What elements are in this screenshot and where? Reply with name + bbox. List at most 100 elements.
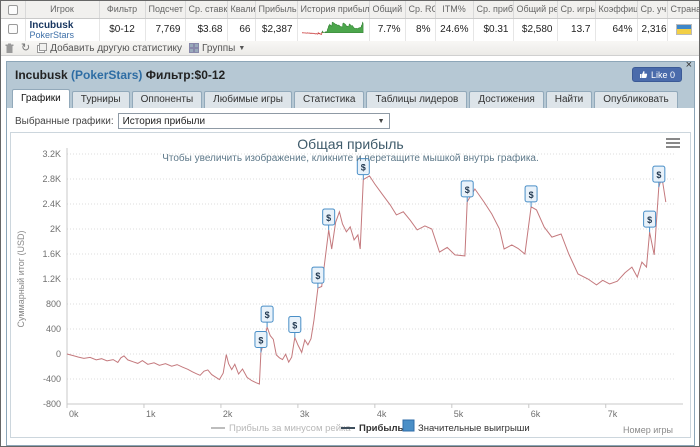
cell-itm: 24.6% (435, 18, 474, 41)
y-tick-label: 0 (56, 349, 61, 359)
player-name[interactable]: Incubusk (29, 19, 74, 31)
cell-avg-roi: 8% (405, 18, 436, 41)
col-coefficient[interactable]: Коэффициен (595, 1, 638, 19)
x-tick-label: 6k (531, 409, 541, 419)
panel-header: Incubusk (PokerStars) Фильтр:$0-12 Like … (7, 59, 694, 88)
y-tick-label: 2K (50, 224, 61, 234)
profit-history-sparkline (301, 21, 363, 35)
x-tick-label: 3k (300, 409, 310, 419)
col-count[interactable]: Подсчет (145, 1, 186, 19)
graph-select[interactable]: История прибыли ▼ (117, 113, 390, 129)
tab-statistics[interactable]: Статистика (293, 91, 365, 108)
select-all-checkbox[interactable] (7, 4, 18, 15)
x-tick-label: 7k (608, 409, 618, 419)
y-tick-label: -800 (43, 399, 61, 409)
col-total-roi[interactable]: Общий RO (369, 1, 406, 19)
cell-coefficient: 64% (595, 18, 638, 41)
chart-subtitle: Чтобы увеличить изображение, кликните и … (162, 153, 539, 164)
x-tick-label: 4k (377, 409, 387, 419)
row-checkbox[interactable] (7, 24, 18, 35)
col-profit-history[interactable]: История прибыл (297, 1, 370, 19)
cell-qualif: 66 (227, 18, 256, 41)
col-avg-profit[interactable]: Ср. прибы (473, 1, 514, 19)
table-header-row: Игрок Фильтр Подсчет Ср. ставка Квалиф П… (1, 1, 699, 19)
legend-item-profit[interactable]: Прибыль (341, 423, 403, 434)
significant-win-marker: $ (254, 330, 268, 353)
col-player[interactable]: Игрок (25, 1, 100, 19)
svg-text:$: $ (292, 320, 297, 330)
panel-title-site-link[interactable]: (PokerStars) (71, 68, 143, 82)
y-tick-label: -400 (43, 374, 61, 384)
cell-avg-games: 13.7 (557, 18, 596, 41)
y-tick-label: 2.4K (42, 199, 61, 209)
cell-profit: $2,387 (255, 18, 298, 41)
legend-item-significant-wins[interactable]: Значительные выигрыши (402, 419, 530, 434)
y-tick-label: 3.2K (42, 149, 61, 159)
graph-controls: Выбранные графики: История прибыли ▼ (7, 108, 694, 130)
col-avg-entrants[interactable]: Ср. уч (637, 1, 668, 19)
svg-text:$: $ (529, 190, 534, 200)
col-total-rating[interactable]: Общий рей (513, 1, 558, 19)
add-statistic-icon (37, 43, 48, 53)
svg-text:$: $ (647, 215, 652, 225)
cell-total-rating: $2,580 (513, 18, 558, 41)
sparkline-loss-line (301, 31, 322, 35)
svg-text:$: $ (656, 170, 661, 180)
significant-win-marker: $ (288, 315, 302, 338)
x-tick-label: 5k (454, 409, 464, 419)
svg-text:$: $ (361, 163, 366, 173)
significant-win-marker: $ (322, 208, 336, 230)
table-row[interactable]: Incubusk PokerStars $0-12 7,769 $3.68 66… (1, 18, 699, 41)
y-axis-title: Суммарный итог (USD) (16, 230, 26, 327)
profit-chart-canvas[interactable]: -800 -400 0 400 800 1.2K 1.6K 2K 2.4K 2.8K 3.2K 0k 1… (11, 133, 690, 437)
x-axis-title: Номер игры (623, 425, 673, 435)
tab-leaderboards[interactable]: Таблицы лидеров (366, 91, 468, 108)
svg-text:Прибыль: Прибыль (359, 423, 403, 434)
chart-menu-icon[interactable] (665, 137, 681, 149)
groups-menu-button[interactable]: Группы ▼ (189, 43, 245, 54)
x-tick-label: 2k (223, 409, 233, 419)
refresh-icon[interactable]: ↻ (21, 41, 31, 54)
facebook-like-button[interactable]: Like 0 (631, 67, 682, 82)
profit-line-series (66, 175, 667, 385)
trash-icon[interactable] (5, 43, 14, 54)
svg-text:$: $ (265, 310, 270, 320)
tab-publish[interactable]: Опубликовать (594, 91, 678, 108)
thumbs-up-icon (639, 71, 648, 78)
tab-achievements[interactable]: Достижения (469, 91, 544, 108)
tab-graphs[interactable]: Графики (12, 89, 70, 108)
cell-total-roi: 7.7% (369, 18, 406, 41)
y-tick-label: 1.2K (42, 274, 61, 284)
tab-find[interactable]: Найти (545, 91, 593, 108)
significant-win-marker: $ (260, 305, 274, 328)
col-country[interactable]: Страна (667, 1, 699, 19)
svg-text:$: $ (315, 271, 320, 281)
col-profit[interactable]: Прибыль (255, 1, 298, 19)
tab-tournaments[interactable]: Турниры (71, 91, 130, 108)
col-avg-stake[interactable]: Ср. ставка (185, 1, 228, 19)
tab-favorite-games[interactable]: Любимые игры (204, 91, 292, 108)
col-itm[interactable]: ITM% (435, 1, 474, 19)
cell-filter: $0-12 (99, 18, 146, 41)
col-filter[interactable]: Фильтр (99, 1, 146, 19)
close-icon[interactable]: × (685, 59, 692, 71)
legend-item-profit-minus-rake[interactable]: Прибыль за минусом рейка (211, 423, 351, 434)
add-statistic-button[interactable]: Добавить другую статистику (37, 43, 182, 54)
col-qualif[interactable]: Квалиф (227, 1, 256, 19)
tab-opponents[interactable]: Оппоненты (131, 91, 203, 108)
col-avg-roi[interactable]: Ср. RO: (405, 1, 436, 19)
x-tick-label: 0k (69, 409, 79, 419)
significant-win-marker: $ (643, 210, 657, 233)
cell-avg-stake: $3.68 (185, 18, 228, 41)
significant-win-marker: $ (356, 158, 370, 180)
cell-count: 7,769 (145, 18, 186, 41)
col-avg-games[interactable]: Ср. игры (557, 1, 596, 19)
groups-icon (189, 43, 200, 53)
significant-win-marker: $ (524, 185, 538, 207)
significant-win-marker: $ (652, 165, 666, 188)
tab-bar: Графики Турниры Оппоненты Любимые игры С… (7, 88, 694, 108)
chart-legend: Прибыль за минусом рейка Прибыль Значитель… (211, 419, 530, 434)
y-tick-label: 400 (46, 324, 61, 334)
player-site: PokerStars (29, 29, 75, 40)
significant-win-marker: $ (311, 266, 325, 289)
